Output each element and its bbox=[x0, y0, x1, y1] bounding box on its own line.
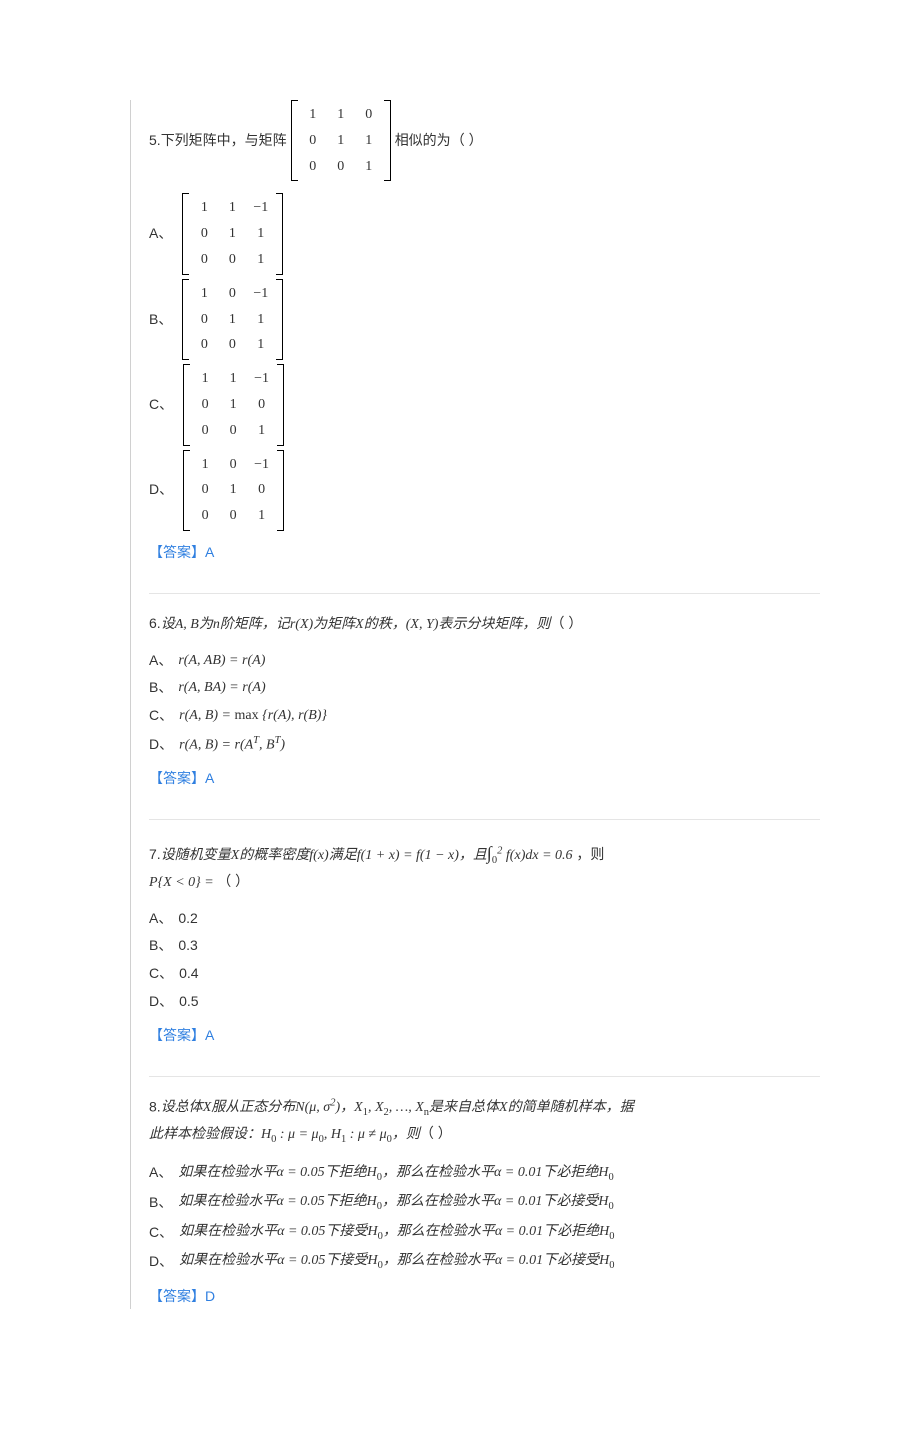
option-a: A、 r(A, AB) = r(A) bbox=[149, 649, 820, 673]
option-d: D、 10−1010001 bbox=[149, 450, 820, 531]
option-text: 0.3 bbox=[178, 934, 197, 958]
answer-value: A bbox=[205, 770, 214, 786]
answer-line: 【答案】D bbox=[149, 1285, 820, 1309]
stem-line1: 设总体X服从正态分布N(μ, σ2)，X1, X2, …, Xn是来自总体X的简… bbox=[161, 1100, 634, 1115]
divider bbox=[149, 1076, 820, 1077]
option-c: C、 11−1010001 bbox=[149, 364, 820, 445]
option-d: D、 r(A, B) = r(AT, BT) bbox=[149, 732, 820, 757]
stem-paren: （ ） bbox=[420, 1125, 452, 1141]
answer-line: 【答案】A bbox=[149, 767, 820, 791]
question-number: 6. bbox=[149, 615, 161, 631]
question-5: 5. 下列矩阵中，与矩阵 110011001 相似的为 （ ） A、 11−10… bbox=[149, 100, 820, 565]
option-c: C、 0.4 bbox=[149, 962, 820, 986]
document-page: 5. 下列矩阵中，与矩阵 110011001 相似的为 （ ） A、 11−10… bbox=[0, 0, 920, 1437]
option-text: 如果在检验水平α = 0.05下接受H0，那么在检验水平α = 0.01下必接受… bbox=[179, 1249, 614, 1275]
answer-label: 【答案】 bbox=[149, 544, 205, 560]
option-text: 0.2 bbox=[178, 907, 197, 931]
answer-line: 【答案】A bbox=[149, 1024, 820, 1048]
question-stem: 5. 下列矩阵中，与矩阵 110011001 相似的为 （ ） bbox=[149, 100, 820, 181]
option-b: B、 10−1011001 bbox=[149, 279, 820, 360]
answer-label: 【答案】 bbox=[149, 770, 205, 786]
option-math: r(A, B) = max {r(A), r(B)} bbox=[179, 704, 327, 728]
option-b: B、 如果在检验水平α = 0.05下拒绝H0，那么在检验水平α = 0.01下… bbox=[149, 1190, 820, 1216]
option-text: 如果在检验水平α = 0.05下拒绝H0，那么在检验水平α = 0.01下必接受… bbox=[178, 1190, 613, 1216]
option-b: B、 0.3 bbox=[149, 934, 820, 958]
stem-text-2: 相似的为 bbox=[395, 129, 451, 153]
question-6: 6.设A, B为n阶矩阵，记r(X)为矩阵X的秩，(X, Y)表示分块矩阵，则（… bbox=[149, 612, 820, 791]
stem-paren: （ ） bbox=[217, 873, 249, 889]
answer-value: A bbox=[205, 544, 214, 560]
question-number: 8. bbox=[149, 1098, 161, 1114]
option-matrix: 10−1010001 bbox=[183, 450, 284, 531]
divider bbox=[149, 593, 820, 594]
stem-paren: （ ） bbox=[550, 615, 582, 631]
option-math: r(A, BA) = r(A) bbox=[178, 676, 265, 700]
option-c: C、 r(A, B) = max {r(A), r(B)} bbox=[149, 704, 820, 728]
stem-text: 设随机变量X的概率密度f(x)满足f(1 + x) = f(1 − x)，且∫0… bbox=[161, 848, 573, 863]
question-options: A、 如果在检验水平α = 0.05下拒绝H0，那么在检验水平α = 0.01下… bbox=[149, 1161, 820, 1276]
option-a: A、 如果在检验水平α = 0.05下拒绝H0，那么在检验水平α = 0.01下… bbox=[149, 1161, 820, 1187]
option-matrix: 10−1011001 bbox=[182, 279, 283, 360]
question-7: 7.设随机变量X的概率密度f(x)满足f(1 + x) = f(1 − x)，且… bbox=[149, 838, 820, 1047]
answer-label: 【答案】 bbox=[149, 1027, 205, 1043]
content-column: 5. 下列矩阵中，与矩阵 110011001 相似的为 （ ） A、 11−10… bbox=[130, 100, 820, 1309]
question-options: A、 0.2 B、 0.3 C、 0.4 D、 0.5 bbox=[149, 907, 820, 1014]
question-stem: 7.设随机变量X的概率密度f(x)满足f(1 + x) = f(1 − x)，且… bbox=[149, 838, 820, 894]
answer-label: 【答案】 bbox=[149, 1288, 205, 1304]
divider bbox=[149, 819, 820, 820]
question-stem: 8.设总体X服从正态分布N(μ, σ2)，X1, X2, …, Xn是来自总体X… bbox=[149, 1095, 820, 1149]
option-matrix: 11−1010001 bbox=[183, 364, 284, 445]
stem-text-1: 下列矩阵中，与矩阵 bbox=[161, 129, 287, 153]
option-math: r(A, AB) = r(A) bbox=[178, 649, 265, 673]
question-8: 8.设总体X服从正态分布N(μ, σ2)，X1, X2, …, Xn是来自总体X… bbox=[149, 1095, 820, 1309]
question-number: 7. bbox=[149, 846, 161, 862]
option-b: B、 r(A, BA) = r(A) bbox=[149, 676, 820, 700]
option-c: C、 如果在检验水平α = 0.05下接受H0，那么在检验水平α = 0.01下… bbox=[149, 1220, 820, 1246]
question-options: A、 11−1011001 B、 10−1011001 C、 11−101000… bbox=[149, 193, 820, 531]
option-a: A、 0.2 bbox=[149, 907, 820, 931]
answer-value: A bbox=[205, 1027, 214, 1043]
option-text: 0.4 bbox=[179, 962, 198, 986]
question-stem: 6.设A, B为n阶矩阵，记r(X)为矩阵X的秩，(X, Y)表示分块矩阵，则（… bbox=[149, 612, 820, 637]
option-math: r(A, B) = r(AT, BT) bbox=[179, 732, 285, 757]
stem-line2: 此样本检验假设：H0 : μ = μ0, H1 : μ ≠ μ0，则 bbox=[149, 1127, 420, 1142]
answer-line: 【答案】A bbox=[149, 541, 820, 565]
option-text: 如果在检验水平α = 0.05下接受H0，那么在检验水平α = 0.01下必拒绝… bbox=[179, 1220, 614, 1246]
answer-value: D bbox=[205, 1288, 215, 1304]
option-matrix: 11−1011001 bbox=[182, 193, 283, 274]
stem-paren: （ ） bbox=[451, 129, 483, 153]
option-a: A、 11−1011001 bbox=[149, 193, 820, 274]
question-number: 5. bbox=[149, 129, 161, 153]
option-d: D、 如果在检验水平α = 0.05下接受H0，那么在检验水平α = 0.01下… bbox=[149, 1249, 820, 1275]
question-options: A、 r(A, AB) = r(A) B、 r(A, BA) = r(A) C、… bbox=[149, 649, 820, 758]
stem-line2: P{X < 0} = bbox=[149, 875, 217, 890]
option-text: 0.5 bbox=[179, 990, 198, 1014]
option-text: 如果在检验水平α = 0.05下拒绝H0，那么在检验水平α = 0.01下必拒绝… bbox=[178, 1161, 613, 1187]
stem-text: 设A, B为n阶矩阵，记r(X)为矩阵X的秩，(X, Y)表示分块矩阵，则 bbox=[161, 617, 551, 632]
option-d: D、 0.5 bbox=[149, 990, 820, 1014]
stem-matrix: 110011001 bbox=[291, 100, 391, 181]
